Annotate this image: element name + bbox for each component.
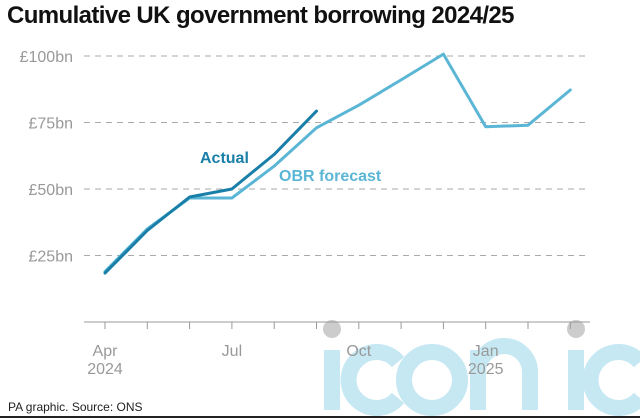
series-line-actual <box>103 109 318 275</box>
x-tick-label: Apr <box>93 343 119 360</box>
watermark-dot <box>323 320 341 338</box>
bottom-rule <box>0 416 640 418</box>
x-tick-label: Oct <box>346 343 371 360</box>
x-tick-sublabel: 2025 <box>468 361 504 378</box>
iconic-watermark-logo <box>323 320 640 416</box>
chart-title: Cumulative UK government borrowing 2024/… <box>7 2 515 29</box>
y-tick-label: £75bn <box>29 116 74 133</box>
watermark-letter-o <box>396 344 468 416</box>
watermark-letter-c <box>340 344 405 416</box>
y-tick-label: £25bn <box>29 249 74 266</box>
watermark-dot <box>567 320 585 338</box>
x-tick-label: Jul <box>222 343 242 360</box>
watermark-letter-n <box>470 338 538 410</box>
series-line-obr-forecast <box>103 52 572 273</box>
x-tick-sublabel: 2024 <box>87 361 123 378</box>
source-note: PA graphic. Source: ONS <box>8 400 143 414</box>
y-tick-label: £50bn <box>29 182 74 199</box>
x-tick-label: Jan <box>473 343 499 360</box>
series-label-actual: Actual <box>200 150 249 167</box>
series-label-obr-forecast: OBR forecast <box>279 168 382 185</box>
watermark-letter-c <box>582 344 640 416</box>
y-tick-label: £100bn <box>20 49 73 66</box>
